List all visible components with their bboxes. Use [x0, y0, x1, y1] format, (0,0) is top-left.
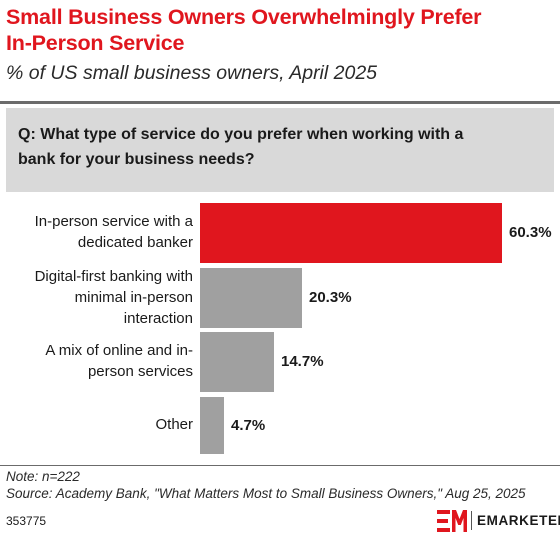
chart-subtitle: % of US small business owners, April 202…: [6, 62, 378, 84]
category-label-1: In-person service with a dedicated banker: [0, 211, 193, 253]
chart-title-line-1: Small Business Owners Overwhelmingly Pre…: [6, 5, 482, 29]
category-label-2: Digital-first banking with minimal in-per…: [0, 266, 193, 329]
survey-question-line-2: bank for your business needs?: [18, 151, 255, 168]
chart-title: Small Business Owners Overwhelmingly Pre…: [6, 4, 546, 56]
category-label-3: A mix of online and in-person services: [0, 340, 193, 382]
value-label-1: 60.3%: [509, 224, 552, 241]
logo-wordmark: EMARKETER: [477, 513, 560, 528]
category-label-1-line-2: dedicated banker: [77, 234, 193, 251]
top-divider: [0, 101, 560, 104]
bar-1: [200, 203, 502, 263]
chart-source: Source: Academy Bank, "What Matters Most…: [6, 486, 526, 501]
bar-3: [200, 332, 274, 392]
survey-question-line-1: Q: What type of service do you prefer wh…: [18, 126, 464, 143]
value-label-3: 14.7%: [281, 353, 324, 370]
bar-2: [200, 268, 302, 328]
category-label-4: Other: [0, 414, 193, 435]
em-logo-icon: [437, 510, 467, 532]
category-label-3-line-2: person services: [87, 363, 193, 380]
survey-question: Q: What type of service do you prefer wh…: [6, 108, 554, 192]
category-label-2-line-2: minimal in-person: [74, 289, 193, 306]
emarketer-logo: EMARKETER: [437, 508, 560, 534]
category-label-4-line-1: Other: [155, 416, 193, 433]
bottom-divider: [0, 465, 560, 466]
category-label-2-line-3: interaction: [123, 310, 193, 327]
chart-id: 353775: [6, 514, 47, 528]
chart-title-line-2: In-Person Service: [6, 31, 185, 55]
bar-4: [200, 397, 224, 454]
chart-note: Note: n=222: [6, 469, 80, 484]
category-label-2-line-1: Digital-first banking with: [34, 268, 193, 285]
category-label-1-line-1: In-person service with a: [34, 213, 193, 230]
category-label-3-line-1: A mix of online and in-: [45, 342, 193, 359]
value-label-4: 4.7%: [231, 417, 266, 434]
logo-separator: [471, 511, 472, 530]
value-label-2: 20.3%: [309, 289, 352, 306]
